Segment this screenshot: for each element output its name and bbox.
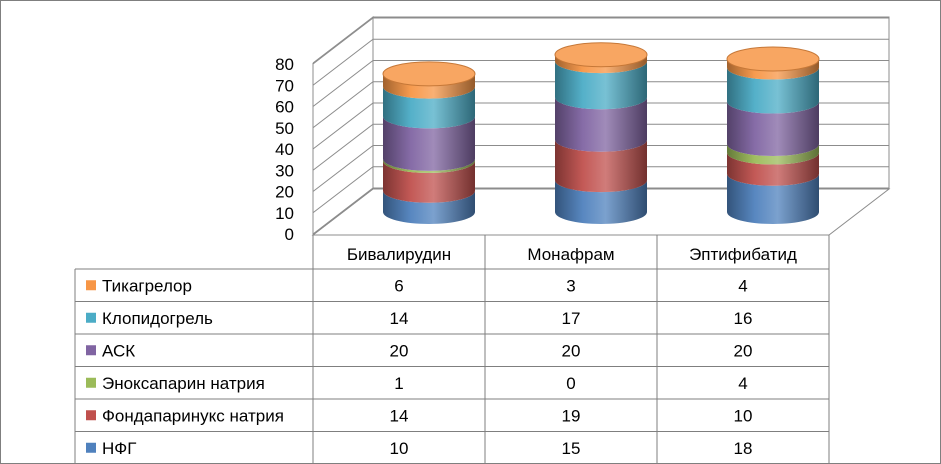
y-tick-label: 0 [285, 225, 294, 244]
data-value: 10 [390, 439, 409, 458]
y-tick-label: 50 [275, 119, 294, 138]
gridlines [312, 17, 889, 235]
series-name: Клопидогрель [102, 309, 213, 328]
bar-segment [555, 97, 647, 152]
bar-segment [727, 144, 820, 165]
data-value: 19 [562, 406, 581, 425]
gridline [312, 145, 889, 192]
bar-segment [727, 152, 820, 186]
data-value: 14 [390, 406, 409, 425]
legend-key [86, 410, 96, 421]
bar-segment [727, 173, 819, 224]
legend-key [86, 345, 96, 356]
y-tick-label: 70 [275, 76, 294, 95]
data-value: 10 [734, 406, 753, 425]
gridline [312, 187, 889, 235]
legend-key [86, 280, 96, 291]
category-label: Эптифибатид [689, 245, 797, 264]
legend-key [86, 442, 96, 453]
data-value: 20 [734, 341, 753, 360]
data-value: 0 [566, 374, 575, 393]
data-value: 20 [562, 341, 581, 360]
data-value: 4 [738, 276, 747, 295]
data-value: 17 [562, 309, 581, 328]
bar-segment [383, 116, 475, 171]
gridline [312, 81, 889, 129]
y-tick-label: 80 [275, 55, 294, 74]
bar-segment [727, 59, 820, 80]
bar-segment [383, 86, 475, 129]
y-tick-label: 10 [275, 204, 294, 223]
bar-segment [383, 161, 475, 203]
series-name: НФГ [102, 439, 136, 458]
series-name: Эноксапарин натрия [102, 374, 265, 393]
y-tick-label: 30 [275, 161, 294, 180]
gridline [312, 123, 889, 171]
gridline [312, 60, 889, 107]
bar-segment [555, 54, 647, 74]
series-name: АСК [102, 341, 135, 360]
category-label: Бивалирудин [347, 245, 451, 264]
bar-segment [727, 101, 819, 156]
series-name: Фондапаринукс натрия [102, 406, 284, 425]
data-value: 18 [734, 439, 753, 458]
legend-key [86, 312, 96, 323]
bar-segment [555, 61, 647, 110]
data-value: 3 [566, 276, 575, 295]
y-axis-ticks: 0 10 20 30 40 50 60 70 80 [275, 55, 314, 244]
bar-top-cap [554, 42, 648, 68]
series-name: Тикагрелор [102, 276, 192, 295]
bar-top-cap [382, 61, 476, 87]
data-value: 16 [734, 309, 753, 328]
legend-key [86, 377, 96, 388]
data-value: 6 [394, 276, 403, 295]
gridline [312, 166, 889, 214]
data-value: 1 [394, 374, 403, 393]
bar-top-cap [726, 46, 820, 72]
y-tick-label: 60 [275, 98, 294, 117]
gridline [312, 102, 889, 150]
bar-segment [383, 158, 475, 173]
bars [382, 42, 820, 224]
data-value: 15 [562, 439, 581, 458]
bar-segment [555, 180, 647, 224]
bar-segment [555, 139, 647, 193]
gridline [312, 17, 889, 65]
category-label: Монафрам [527, 245, 614, 264]
data-value: 14 [390, 309, 409, 328]
y-tick-label: 40 [275, 140, 294, 159]
bar-segment [727, 67, 820, 114]
data-value: 4 [738, 374, 747, 393]
gridline [312, 38, 889, 86]
data-value: 20 [390, 341, 409, 360]
y-tick-label: 20 [275, 183, 294, 202]
bar-segment [383, 190, 475, 224]
data-table: Бивалирудин Монафрам Эптифибатид Тикагрелор… [74, 235, 830, 463]
